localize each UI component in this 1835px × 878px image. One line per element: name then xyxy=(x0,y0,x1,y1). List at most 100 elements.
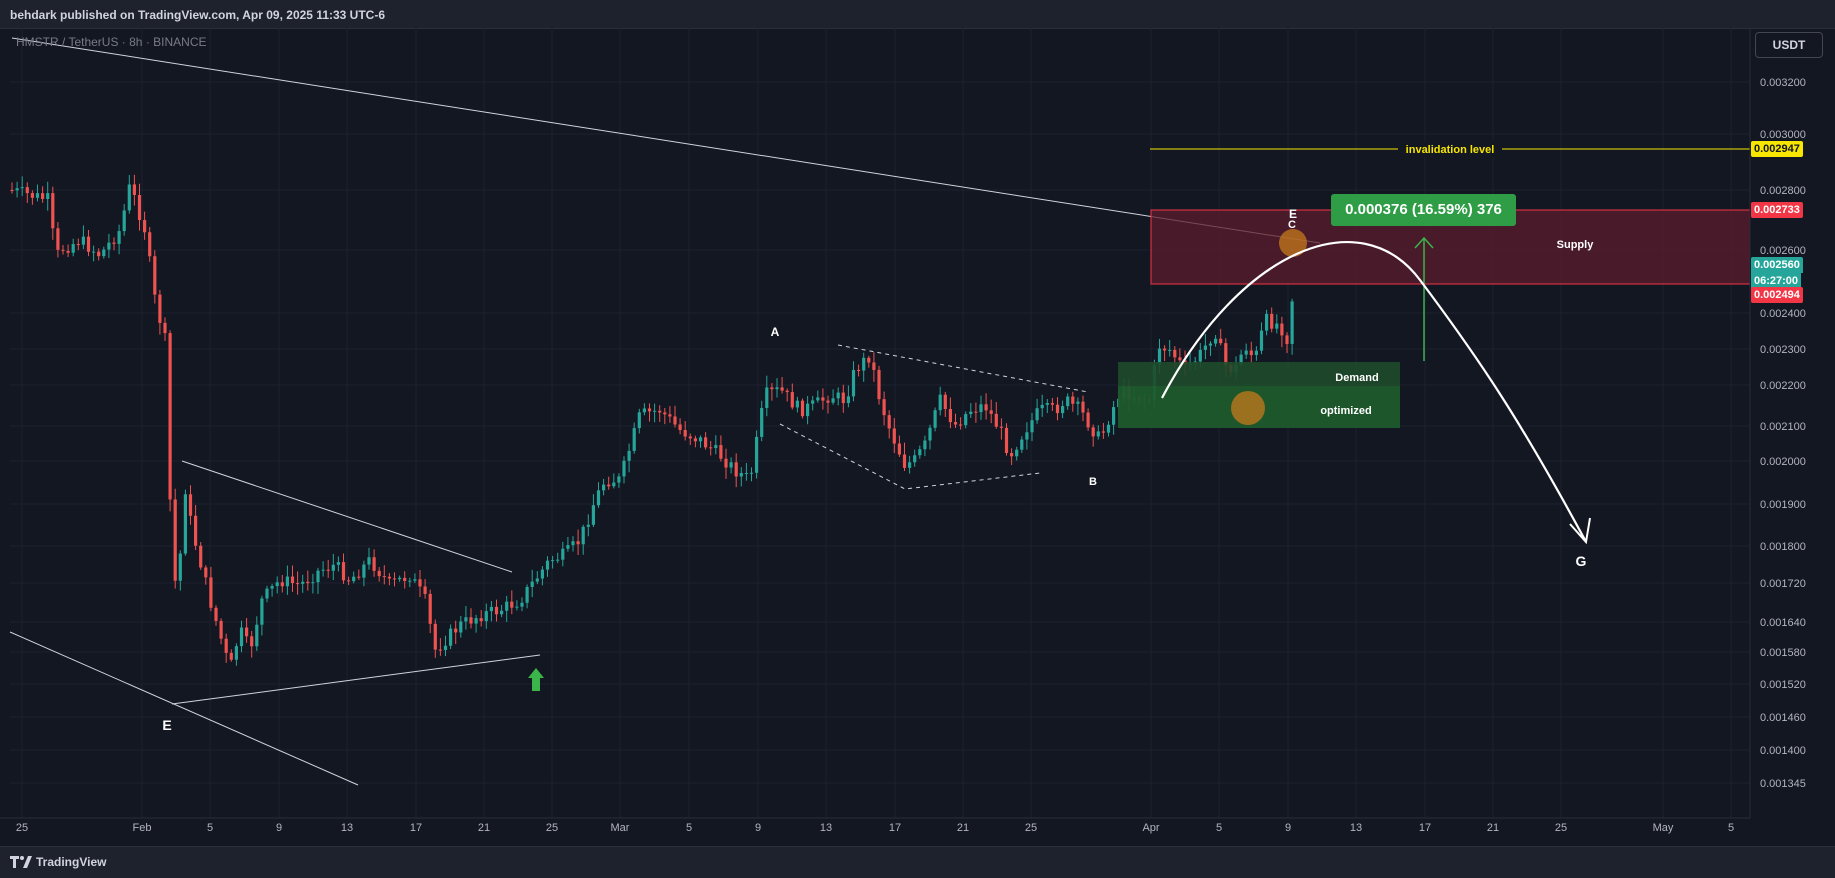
candle-body xyxy=(642,408,646,413)
candle-body xyxy=(219,620,223,639)
candle-body xyxy=(102,249,106,257)
candle-body xyxy=(612,482,616,487)
price-tick-label: 0.002600 xyxy=(1760,245,1806,257)
candle-body xyxy=(1208,343,1213,346)
candles xyxy=(10,174,1294,666)
wedge-upper-line xyxy=(837,344,1089,393)
candle-body xyxy=(530,581,534,587)
candle-body xyxy=(974,411,978,413)
candle-body xyxy=(1071,396,1075,404)
candle-body xyxy=(505,601,509,611)
price-tick-label: 0.001800 xyxy=(1760,541,1806,553)
symbol-info[interactable]: HMSTR / TetherUS · 8h · BINANCE xyxy=(16,35,207,49)
wave-label-b: B xyxy=(1089,476,1097,488)
candle-body xyxy=(61,249,65,251)
tradingview-logo[interactable]: TradingView xyxy=(10,855,106,869)
candle-body xyxy=(510,601,514,608)
candle-body xyxy=(423,586,427,594)
time-tick-label: 5 xyxy=(1216,822,1222,834)
optimized-label: optimized xyxy=(1320,405,1371,417)
candle-body xyxy=(403,577,407,582)
candle-body xyxy=(1224,343,1228,365)
candle-body xyxy=(132,184,136,195)
candle-body xyxy=(938,394,942,411)
candle-body xyxy=(250,636,254,647)
candle-body xyxy=(908,462,912,468)
price-tick-label: 0.002800 xyxy=(1760,185,1806,197)
candle-body xyxy=(765,387,769,408)
candle-body xyxy=(999,426,1003,428)
candle-body xyxy=(1004,427,1009,454)
time-tick-label: 13 xyxy=(820,822,832,834)
price-chart[interactable]: invalidation level Supply Demand optimized A… xyxy=(0,28,1835,846)
candle-body xyxy=(229,652,233,660)
candle-body xyxy=(81,236,85,245)
candle-body xyxy=(632,428,636,451)
candle-body xyxy=(245,627,249,637)
candle-body xyxy=(336,562,340,565)
time-tick-label: Feb xyxy=(133,822,152,834)
candle-body xyxy=(953,422,958,425)
candle-body xyxy=(821,397,825,401)
time-tick-label: 5 xyxy=(686,822,692,834)
candle-body xyxy=(984,404,988,411)
candle-body xyxy=(739,472,743,477)
candle-body xyxy=(576,541,580,545)
price-tick-label: 0.001345 xyxy=(1760,778,1806,790)
profit-measure-label[interactable]: 0.000376 (16.59%) 376 xyxy=(1331,194,1516,226)
candle-body xyxy=(20,187,24,189)
candle-body xyxy=(377,570,381,577)
candle-body xyxy=(428,593,432,624)
candle-body xyxy=(943,394,947,409)
candle-body xyxy=(795,400,799,408)
price-tick-label: 0.003000 xyxy=(1760,129,1806,141)
candle-body xyxy=(127,184,131,211)
candle-body xyxy=(979,404,983,413)
time-tick-label: 9 xyxy=(1285,822,1291,834)
candle-body xyxy=(199,545,203,568)
candle-body xyxy=(790,392,794,408)
candle-body xyxy=(418,579,422,587)
supply-bottom-price-tag: 0.002494 xyxy=(1751,287,1803,303)
candle-body xyxy=(923,440,927,450)
candle-body xyxy=(596,490,601,506)
candle-body xyxy=(214,607,218,621)
candle-body xyxy=(387,576,391,579)
candle-body xyxy=(556,559,560,561)
candle-body xyxy=(112,242,116,244)
candle-body xyxy=(1055,404,1060,414)
candle-body xyxy=(877,369,881,400)
candle-body xyxy=(265,588,269,599)
candle-body xyxy=(693,438,697,442)
wave-label-g: G xyxy=(1576,553,1587,569)
candle-body xyxy=(66,250,70,253)
candle-body xyxy=(709,447,713,449)
time-tick-label: 25 xyxy=(546,822,558,834)
candle-body xyxy=(148,232,152,257)
candle-body xyxy=(1096,431,1100,437)
time-tick-label: 25 xyxy=(1555,822,1567,834)
candle-body xyxy=(1275,323,1279,329)
candle-body xyxy=(449,628,453,646)
candle-body xyxy=(352,576,356,582)
candle-body xyxy=(928,427,932,441)
candle-body xyxy=(760,407,764,437)
candle-body xyxy=(316,570,320,583)
candle-body xyxy=(459,621,463,633)
candle-body xyxy=(357,576,361,578)
time-tick-label: 17 xyxy=(1419,822,1431,834)
candle-body xyxy=(989,410,993,414)
candle-body xyxy=(673,416,677,425)
candle-body xyxy=(566,545,570,549)
candle-body xyxy=(1061,406,1065,414)
candle-body xyxy=(571,541,575,546)
candle-body xyxy=(918,449,922,456)
candle-body xyxy=(653,410,657,412)
currency-button[interactable]: USDT xyxy=(1755,32,1823,58)
candle-body xyxy=(959,424,963,426)
candle-body xyxy=(704,437,708,448)
candle-body xyxy=(500,610,504,615)
time-tick-label: 13 xyxy=(1350,822,1362,834)
candle-body xyxy=(811,400,815,404)
price-tick-label: 0.002200 xyxy=(1760,380,1806,392)
